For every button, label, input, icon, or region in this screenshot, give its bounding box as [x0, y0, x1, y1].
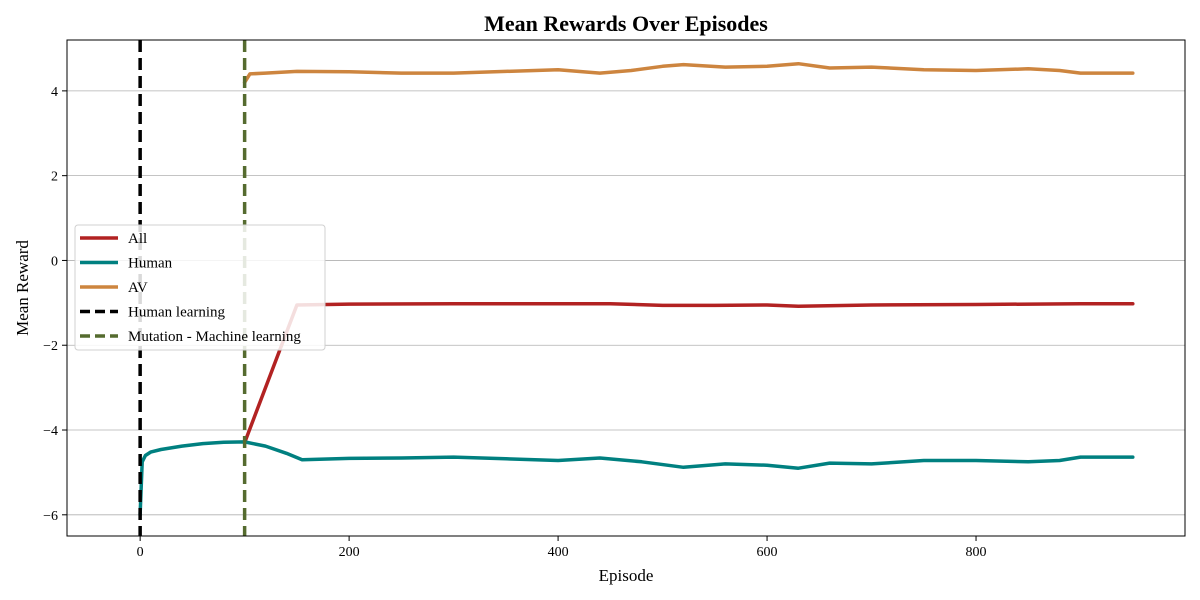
chart-title: Mean Rewards Over Episodes [484, 11, 768, 36]
x-tick-label: 600 [757, 545, 778, 560]
y-tick-label: 2 [51, 170, 58, 185]
plot-frame [66, 39, 1186, 537]
legend-label: Mutation - Machine learning [128, 329, 301, 345]
axis-ticks: 0 200 400 600 800 −6 −4 −2 0 2 4 [43, 85, 986, 560]
legend: All Human AV Human learning Mutation - Machi… [74, 224, 326, 351]
x-tick-label: 800 [966, 545, 987, 560]
legend-label: Human learning [128, 305, 226, 321]
x-tick-label: 400 [548, 545, 569, 560]
series-lines [138, 61, 1135, 517]
y-tick-label: −2 [43, 339, 58, 354]
x-tick-label: 200 [339, 545, 360, 560]
y-axis-label: Mean Reward [13, 240, 32, 336]
x-axis-label: Episode [599, 566, 654, 585]
series-line-all [242, 301, 1135, 445]
x-tick-label: 0 [137, 545, 144, 560]
y-tick-label: −4 [43, 424, 58, 439]
vertical-markers [138, 40, 247, 536]
y-tick-label: −6 [43, 509, 58, 524]
legend-label: AV [128, 280, 148, 296]
legend-label: All [128, 231, 147, 247]
series-line-human [138, 440, 1135, 517]
legend-box [74, 224, 326, 351]
y-tick-label: 4 [51, 85, 58, 100]
legend-label: Human [128, 256, 173, 272]
series-line-av [242, 61, 1135, 85]
y-tick-label: 0 [51, 254, 58, 269]
